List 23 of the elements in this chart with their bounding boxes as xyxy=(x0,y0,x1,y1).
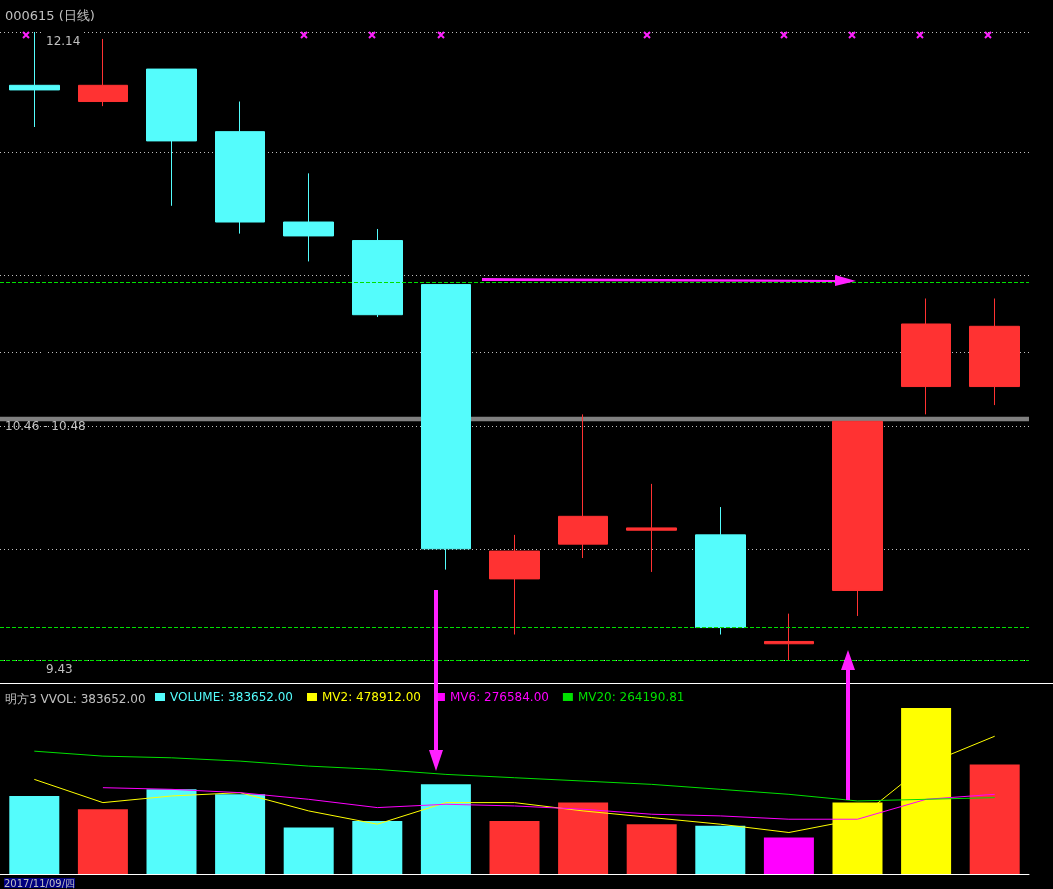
bar xyxy=(969,764,1020,874)
bar xyxy=(146,789,197,874)
bar xyxy=(626,824,677,874)
y-tick-label: 12.14 xyxy=(46,34,81,48)
text: 2017/11/09/四 xyxy=(4,877,76,889)
y-tick-label: 9.43 xyxy=(46,662,73,676)
legend-label: MV6: 276584.00 xyxy=(449,690,549,704)
bar xyxy=(420,784,471,874)
chart-title: 000615 (日线) xyxy=(5,8,95,23)
bar xyxy=(695,825,746,874)
bar xyxy=(763,837,814,874)
band-label: 10.46 - 10.48 xyxy=(5,419,86,434)
legend-label: MV2: 478912.00 xyxy=(322,690,421,704)
bar xyxy=(352,820,403,874)
chart-title: 明方3 VVOL: 383652.00 xyxy=(5,692,146,706)
bar xyxy=(77,809,128,874)
legend-label: VOLUME: 383652.00 xyxy=(170,690,293,704)
bar xyxy=(283,827,334,874)
bar xyxy=(558,802,609,874)
bar xyxy=(215,794,266,874)
bar xyxy=(9,795,60,874)
legend-label: MV20: 264190.81 xyxy=(577,690,685,704)
bar xyxy=(489,820,540,874)
